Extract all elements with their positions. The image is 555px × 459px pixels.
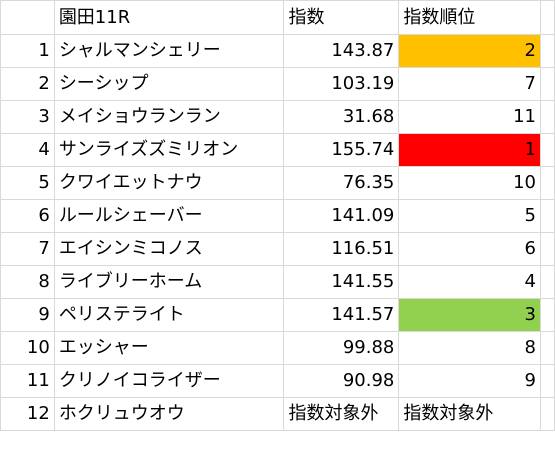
- row-number-cell[interactable]: 3: [0, 100, 55, 134]
- row-number-cell[interactable]: 11: [0, 364, 55, 398]
- rank-value-cell[interactable]: 3: [398, 298, 541, 332]
- extra-cell[interactable]: [540, 199, 555, 233]
- header-rank-cell[interactable]: 指数順位: [398, 0, 541, 35]
- table-row: 12 ホクリュウオウ 指数対象外 指数対象外: [0, 397, 555, 431]
- horse-name-cell[interactable]: ライブリーホーム: [53, 265, 285, 299]
- header-race-cell[interactable]: 園田11R: [53, 0, 285, 35]
- extra-cell[interactable]: [540, 232, 555, 266]
- horse-name-cell[interactable]: シーシップ: [53, 67, 285, 101]
- table-row: 8 ライブリーホーム 141.55 4: [0, 265, 555, 299]
- row-number-cell[interactable]: 4: [0, 133, 55, 167]
- header-extra-cell[interactable]: [540, 0, 555, 35]
- table-row: 4 サンライズズミリオン 155.74 1: [0, 133, 555, 167]
- index-value-cell[interactable]: 116.51: [283, 232, 400, 266]
- index-value-cell[interactable]: 141.57: [283, 298, 400, 332]
- extra-cell[interactable]: [540, 133, 555, 167]
- rank-value-cell[interactable]: 6: [398, 232, 541, 266]
- rank-value-cell[interactable]: 2: [398, 34, 541, 68]
- row-number-cell[interactable]: 1: [0, 34, 55, 68]
- index-value-cell[interactable]: 155.74: [283, 133, 400, 167]
- rank-value-cell[interactable]: 9: [398, 364, 541, 398]
- index-value-cell[interactable]: 141.55: [283, 265, 400, 299]
- row-number-cell[interactable]: 5: [0, 166, 55, 200]
- extra-cell[interactable]: [540, 265, 555, 299]
- horse-name-cell[interactable]: ペリステライト: [53, 298, 285, 332]
- rank-value-cell[interactable]: 8: [398, 331, 541, 365]
- index-value-cell[interactable]: 90.98: [283, 364, 400, 398]
- header-index-cell[interactable]: 指数: [283, 0, 400, 35]
- horse-name-cell[interactable]: クリノイコライザー: [53, 364, 285, 398]
- row-number-cell[interactable]: 12: [0, 397, 55, 431]
- header-row: 園田11R 指数 指数順位: [0, 0, 555, 35]
- row-number-cell[interactable]: 10: [0, 331, 55, 365]
- table-row: 3 メイショウランラン 31.68 11: [0, 100, 555, 134]
- extra-cell[interactable]: [540, 298, 555, 332]
- table-row: 11 クリノイコライザー 90.98 9: [0, 364, 555, 398]
- horse-name-cell[interactable]: エッシャー: [53, 331, 285, 365]
- row-number-cell[interactable]: 8: [0, 265, 55, 299]
- extra-cell[interactable]: [540, 166, 555, 200]
- rank-value-cell[interactable]: 10: [398, 166, 541, 200]
- data-table: 園田11R 指数 指数順位 1 シャルマンシェリー 143.87 2 2 シーシップ 103…: [0, 0, 555, 431]
- table-row: 6 ルールシェーバー 141.09 5: [0, 199, 555, 233]
- extra-cell[interactable]: [540, 100, 555, 134]
- horse-name-cell[interactable]: エイシンミコノス: [53, 232, 285, 266]
- rank-value-cell[interactable]: 11: [398, 100, 541, 134]
- index-value-cell[interactable]: 143.87: [283, 34, 400, 68]
- rank-value-cell[interactable]: 4: [398, 265, 541, 299]
- extra-cell[interactable]: [540, 67, 555, 101]
- table-row: 10 エッシャー 99.88 8: [0, 331, 555, 365]
- rank-value-cell[interactable]: 7: [398, 67, 541, 101]
- index-value-cell[interactable]: 141.09: [283, 199, 400, 233]
- index-value-cell[interactable]: 103.19: [283, 67, 400, 101]
- row-number-cell[interactable]: 7: [0, 232, 55, 266]
- horse-name-cell[interactable]: クワイエットナウ: [53, 166, 285, 200]
- header-rownum-cell[interactable]: [0, 0, 55, 35]
- horse-name-cell[interactable]: サンライズズミリオン: [53, 133, 285, 167]
- horse-name-cell[interactable]: ホクリュウオウ: [53, 397, 285, 431]
- horse-name-cell[interactable]: シャルマンシェリー: [53, 34, 285, 68]
- index-value-cell[interactable]: 76.35: [283, 166, 400, 200]
- row-number-cell[interactable]: 2: [0, 67, 55, 101]
- index-value-cell[interactable]: 31.68: [283, 100, 400, 134]
- horse-name-cell[interactable]: ルールシェーバー: [53, 199, 285, 233]
- rank-value-cell[interactable]: 1: [398, 133, 541, 167]
- rank-value-cell[interactable]: 5: [398, 199, 541, 233]
- extra-cell[interactable]: [540, 331, 555, 365]
- extra-cell[interactable]: [540, 364, 555, 398]
- rank-value-cell[interactable]: 指数対象外: [398, 397, 541, 431]
- table-row: 2 シーシップ 103.19 7: [0, 67, 555, 101]
- row-number-cell[interactable]: 6: [0, 199, 55, 233]
- extra-cell[interactable]: [540, 34, 555, 68]
- table-row: 7 エイシンミコノス 116.51 6: [0, 232, 555, 266]
- table-row: 9 ペリステライト 141.57 3: [0, 298, 555, 332]
- table-row: 5 クワイエットナウ 76.35 10: [0, 166, 555, 200]
- index-value-cell[interactable]: 指数対象外: [283, 397, 400, 431]
- extra-cell[interactable]: [540, 397, 555, 431]
- table-row: 1 シャルマンシェリー 143.87 2: [0, 34, 555, 68]
- horse-name-cell[interactable]: メイショウランラン: [53, 100, 285, 134]
- row-number-cell[interactable]: 9: [0, 298, 55, 332]
- index-value-cell[interactable]: 99.88: [283, 331, 400, 365]
